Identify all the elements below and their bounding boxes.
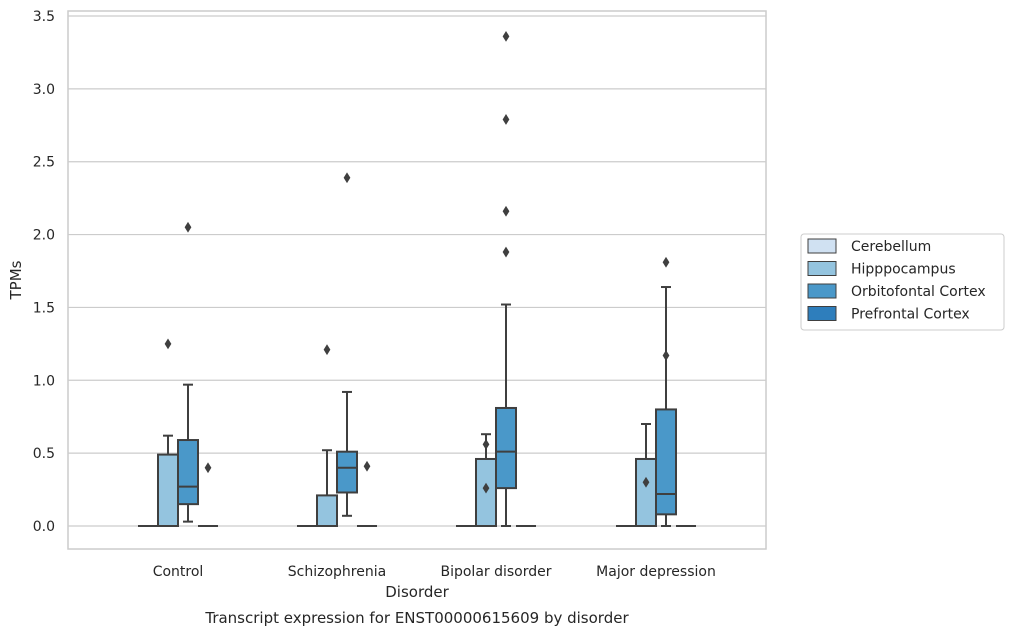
outliers	[164, 31, 670, 494]
y-tick-label: 0.0	[33, 519, 55, 535]
y-axis-label: TPMs	[7, 260, 25, 300]
x-tick-label: Schizophrenia	[288, 564, 386, 580]
box-2-1	[336, 390, 358, 517]
legend-label: Prefrontal Cortex	[851, 307, 970, 323]
chart-title: Transcript expression for ENST0000061560…	[204, 609, 629, 627]
box-1-3	[635, 423, 657, 528]
y-tick-label: 2.0	[33, 228, 55, 244]
outlier-point	[502, 114, 510, 125]
x-tick-label: Bipolar disorder	[440, 564, 551, 580]
box-body	[316, 494, 338, 527]
y-tick-label: 1.5	[33, 300, 55, 316]
x-tick-label: Major depression	[596, 564, 716, 580]
legend-swatch	[807, 261, 837, 276]
y-tick-labels: 0.0 0.5 1.0 1.5 2.0 2.5 3.0 3.5	[33, 9, 55, 535]
box-body	[336, 450, 358, 494]
legend: Cerebellum Hipppocampus Orbitofontal Corte…	[800, 233, 1005, 331]
x-tick-labels: Control Schizophrenia Bipolar disorder Majo…	[153, 564, 716, 580]
legend-label: Hipppocampus	[851, 262, 956, 278]
box-1-1	[316, 449, 338, 527]
box-2-2	[495, 303, 517, 527]
box-2-0	[177, 383, 199, 523]
box-body	[495, 406, 517, 490]
outlier-point	[642, 476, 650, 488]
outlier-point	[482, 482, 490, 494]
box-body	[635, 457, 657, 528]
outlier-point	[164, 338, 172, 350]
outlier-point	[502, 246, 510, 258]
x-tick-label: Control	[153, 564, 204, 580]
outlier-point	[343, 172, 351, 184]
y-tick-label: 2.5	[33, 155, 55, 171]
y-tick-label: 3.0	[33, 82, 55, 98]
y-tick-label: 1.0	[33, 373, 55, 389]
box-body	[177, 439, 199, 506]
boxes	[138, 286, 696, 528]
outlier-point	[502, 205, 510, 217]
legend-frame	[800, 233, 1005, 331]
legend-swatch	[807, 283, 837, 299]
legend-swatch	[807, 306, 837, 321]
legend-label: Cerebellum	[851, 239, 931, 255]
box-body	[157, 453, 179, 528]
box-2-3	[655, 286, 677, 527]
outlier-point	[662, 350, 670, 361]
legend-label: Orbitofontal Cortex	[851, 284, 986, 300]
x-axis-label: Disorder	[385, 583, 449, 601]
y-tick-label: 0.5	[33, 446, 55, 462]
plot-frame	[67, 10, 767, 550]
outlier-point	[363, 460, 371, 472]
box-1-0	[157, 434, 179, 528]
outlier-point	[482, 439, 490, 450]
outlier-point	[204, 462, 212, 474]
y-tick-label: 3.5	[33, 9, 55, 25]
legend-swatch	[807, 238, 837, 254]
outlier-point	[662, 256, 670, 268]
outlier-point	[502, 31, 510, 42]
outlier-point	[323, 344, 331, 356]
box-body	[655, 408, 677, 516]
outlier-point	[184, 221, 192, 233]
